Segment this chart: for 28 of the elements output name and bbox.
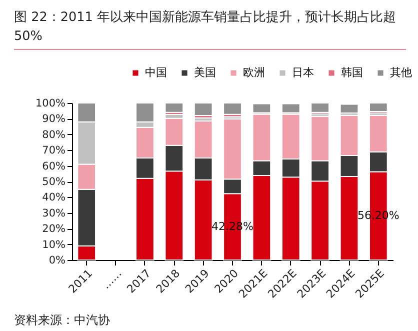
legend-label: 美国 [194, 66, 216, 79]
bar [194, 102, 213, 116]
legend-label: 韩国 [341, 66, 363, 79]
legend-label: 其他 [390, 66, 412, 79]
y-tick-label: 10% [42, 238, 66, 251]
y-tick-label: 70% [42, 144, 66, 157]
legend-label: 日本 [292, 66, 314, 79]
bar [164, 102, 184, 113]
bar [340, 104, 359, 114]
y-tick-label: 100% [35, 98, 66, 110]
y-tick-label: 40% [42, 192, 66, 204]
y-tick-label: 60% [42, 160, 66, 172]
x-tick-label: …… [100, 266, 124, 292]
legend-label: 中国 [145, 66, 167, 79]
legend-label: 欧洲 [243, 66, 265, 79]
y-tick-label: 20% [42, 223, 66, 236]
bar [310, 102, 330, 113]
bar [252, 103, 272, 114]
bar [368, 102, 388, 112]
text: 资料来源：中汽协 [14, 312, 110, 329]
y-tick-label: 30% [42, 207, 66, 220]
y-tick-label: 90% [42, 113, 66, 126]
chart-title: 图 22：2011 年以来中国新能源车销量占比提升，预计长期占比超50% [14, 8, 406, 50]
y-tick-label: 0% [48, 254, 66, 266]
y-tick-label: 50% [42, 176, 66, 188]
bar [223, 102, 242, 115]
y-tick-label: 80% [42, 128, 66, 141]
bar [281, 103, 300, 114]
